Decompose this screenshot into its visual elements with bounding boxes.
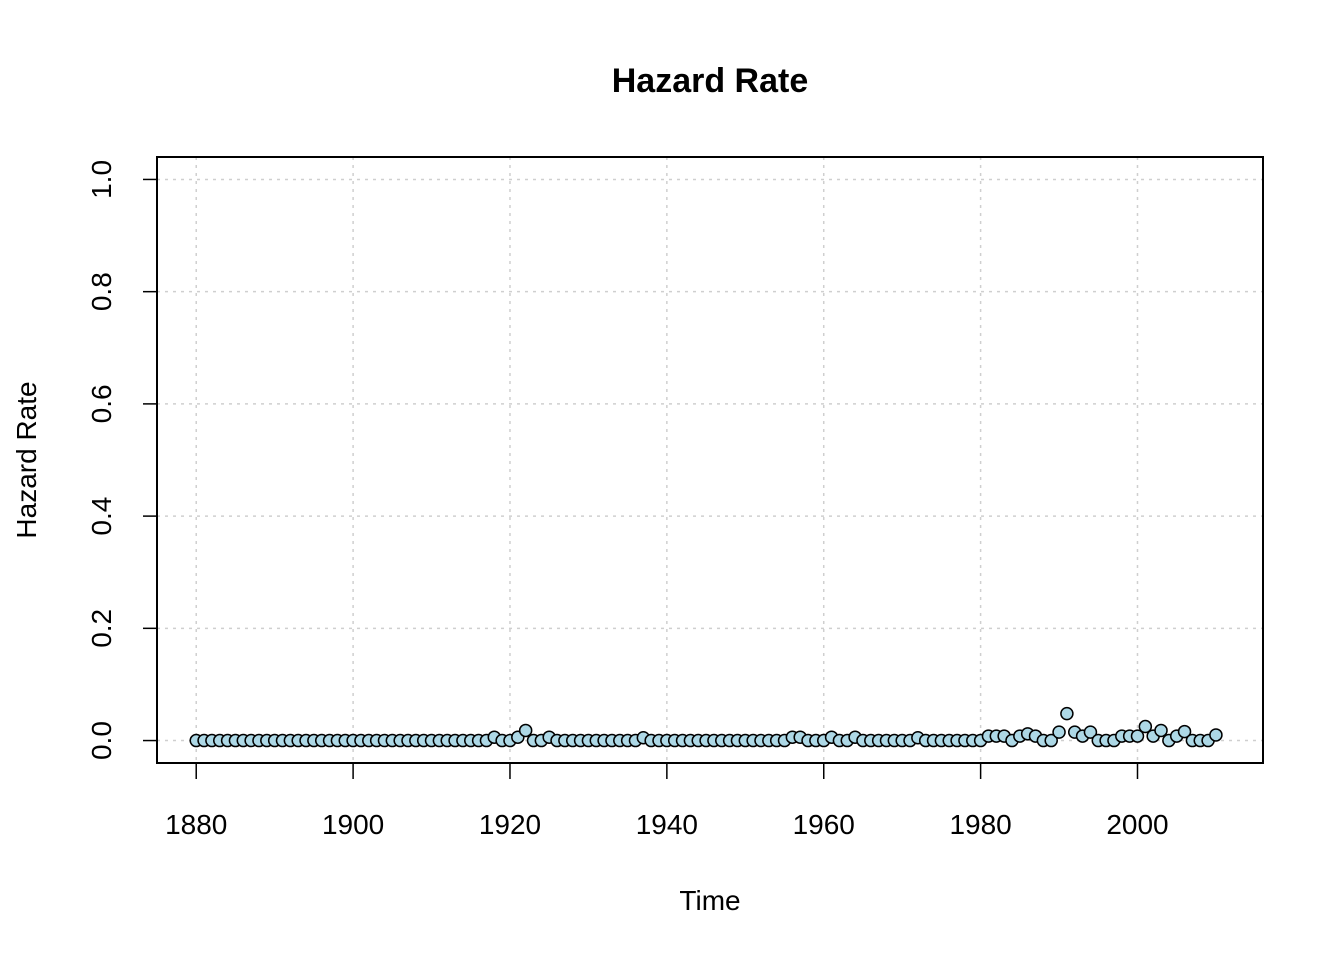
x-tick-label: 2000 [1106,809,1168,840]
y-axis-label: Hazard Rate [11,381,42,538]
x-tick-label: 1980 [949,809,1011,840]
plot-frame [156,156,1264,764]
y-tick-label: 0.4 [86,497,117,536]
x-axis-label: Time [679,885,740,916]
y-tick-label: 1.0 [86,160,117,199]
data-point [1083,725,1098,739]
data-point [1209,728,1223,742]
y-tick-label: 0.0 [86,721,117,760]
data-point [1177,724,1192,739]
x-axis: 1880 1900 1920 1940 1960 1980 2000 [165,762,1169,840]
x-tick-label: 1920 [479,809,541,840]
data-point [518,723,533,738]
y-tick-label: 0.8 [86,272,117,311]
y-axis: 0.0 0.2 0.4 0.6 0.8 1.0 [86,160,158,760]
data-point [1154,723,1168,738]
y-tick-label: 0.6 [86,384,117,423]
y-tick-label: 0.2 [86,609,117,648]
chart-title: Hazard Rate [612,62,809,100]
data-point [1130,729,1145,743]
x-tick-label: 1900 [322,809,384,840]
data-point [1138,719,1153,734]
x-tick-label: 1960 [793,809,855,840]
data-points [189,706,1223,748]
x-tick-label: 1940 [636,809,698,840]
data-point [1060,706,1074,721]
data-point [1044,733,1058,748]
x-tick-label: 1880 [165,809,227,840]
data-point [1052,725,1066,739]
grid-lines [157,157,1263,763]
